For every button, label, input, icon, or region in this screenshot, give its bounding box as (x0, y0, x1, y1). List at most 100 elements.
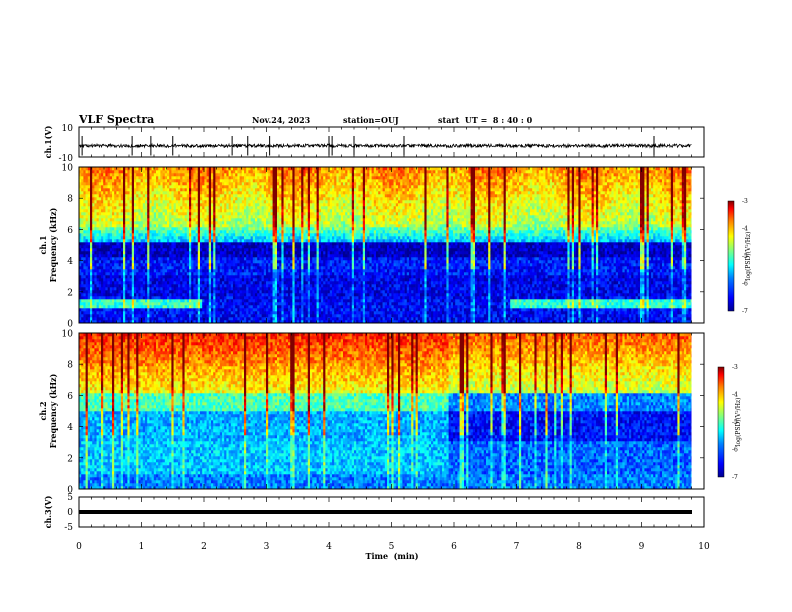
spectrogram-cell (94, 188, 97, 192)
spectrogram-cell (279, 230, 282, 234)
spectrogram-cell (103, 320, 106, 323)
spectrogram-cell (180, 188, 183, 192)
spectrogram-cell (164, 293, 168, 297)
spectrogram-cell (160, 311, 163, 315)
spectrogram-cell (90, 236, 93, 240)
spectrogram-cell (257, 170, 260, 174)
spectrogram-cell (94, 287, 97, 291)
spectrogram-cell (109, 260, 113, 264)
spectrogram-cell (162, 293, 166, 297)
spectrogram-cell (145, 263, 148, 267)
spectrogram-cell (153, 290, 157, 294)
spectrogram-cell (129, 242, 133, 246)
spectrogram-cell (83, 311, 86, 315)
spectrogram-cell (219, 236, 223, 240)
spectrogram-cell (105, 290, 108, 294)
spectrogram-cell (239, 275, 243, 279)
spectrogram-cell (147, 194, 150, 198)
spectrogram-cell (211, 224, 214, 228)
spectrogram-cell (248, 248, 251, 252)
spectrogram-cell (277, 227, 280, 231)
spectrogram-cell (120, 275, 124, 279)
spectrogram-cell (109, 167, 113, 171)
spectrogram-cell (281, 209, 284, 213)
spectrogram-cell (134, 173, 137, 177)
spectrogram-cell (246, 263, 249, 267)
spectrogram-cell (235, 311, 238, 315)
spectrogram-cell (149, 263, 152, 267)
spectrogram-cell (184, 275, 188, 279)
spectrogram-cell (123, 260, 126, 264)
spectrogram-cell (94, 296, 97, 300)
spectrogram-cell (237, 260, 240, 264)
spectrogram-cell (215, 314, 218, 318)
spectrogram-cell (180, 224, 183, 228)
spectrogram-cell (237, 287, 240, 291)
spectrogram-cell (283, 299, 287, 303)
spectrogram-cell (87, 212, 91, 216)
spectrogram-cell (266, 269, 269, 273)
spectrogram-cell (208, 203, 212, 207)
spectrogram-cell (277, 239, 280, 243)
spectrogram-cell (200, 254, 203, 258)
spectrogram-cell (175, 212, 179, 216)
spectrogram-cell (244, 221, 247, 225)
spectrogram-cell (129, 296, 133, 300)
spectrogram-cell (197, 260, 201, 264)
spectrogram-cell (250, 230, 254, 234)
spectrogram-cell (184, 242, 188, 246)
spectrogram-cell (147, 263, 150, 267)
spectrogram-cell (171, 296, 174, 300)
spectrogram-cell (79, 203, 82, 207)
spectrogram-cell (118, 266, 122, 270)
spectrogram-cell (252, 212, 256, 216)
spectrogram-cell (184, 197, 188, 201)
spectrogram-cell (224, 266, 227, 270)
spectrogram-cell (228, 236, 232, 240)
spectrogram-cell (204, 269, 207, 273)
spectrogram-cell (235, 203, 238, 207)
spectrogram-cell (178, 317, 181, 321)
spectrogram-cell (120, 260, 124, 264)
spectrogram-cell (224, 281, 227, 285)
spectrogram-cell (87, 257, 91, 261)
spectrogram-cell (204, 197, 207, 201)
spectrogram-cell (244, 248, 247, 252)
spectrogram-cell (151, 212, 155, 216)
spectrogram-cell (164, 248, 168, 252)
spectrogram-cell (186, 302, 190, 306)
spectrogram-cell (248, 227, 251, 231)
spectrogram-cell (123, 311, 126, 315)
spectrogram-cell (129, 281, 133, 285)
spectrogram-cell (257, 167, 260, 171)
spectrogram-cell (103, 167, 106, 171)
spectrogram-cell (197, 215, 201, 219)
spectrogram-cell (237, 221, 240, 225)
spectrogram-cell (259, 302, 262, 306)
spectrogram-cell (136, 182, 139, 186)
spectrogram-cell (112, 179, 115, 183)
spectrogram-cell (252, 302, 256, 306)
spectrogram-cell (202, 272, 205, 276)
spectrogram-cell (261, 170, 265, 174)
spectrogram-cell (151, 215, 155, 219)
spectrogram-cell (142, 308, 146, 312)
spectrogram-cell (125, 287, 128, 291)
spectrogram-cell (195, 296, 199, 300)
spectrogram-cell (94, 167, 97, 171)
spectrogram-cell (173, 218, 177, 222)
spectrogram-cell (226, 206, 229, 210)
spectrogram-cell (180, 191, 183, 195)
spectrogram-cell (279, 197, 282, 201)
spectrogram-cell (145, 251, 148, 255)
spectrogram-cell (270, 245, 273, 249)
spectrogram-cell (219, 230, 223, 234)
spectrogram-cell (204, 317, 207, 321)
spectrogram-cell (228, 179, 232, 183)
spectrogram-cell (101, 245, 104, 249)
spectrogram-cell (186, 185, 190, 189)
spectrogram-cell (241, 263, 245, 267)
spectrogram-cell (204, 245, 207, 249)
spectrogram-cell (268, 215, 271, 219)
spectrogram-cell (244, 317, 247, 321)
